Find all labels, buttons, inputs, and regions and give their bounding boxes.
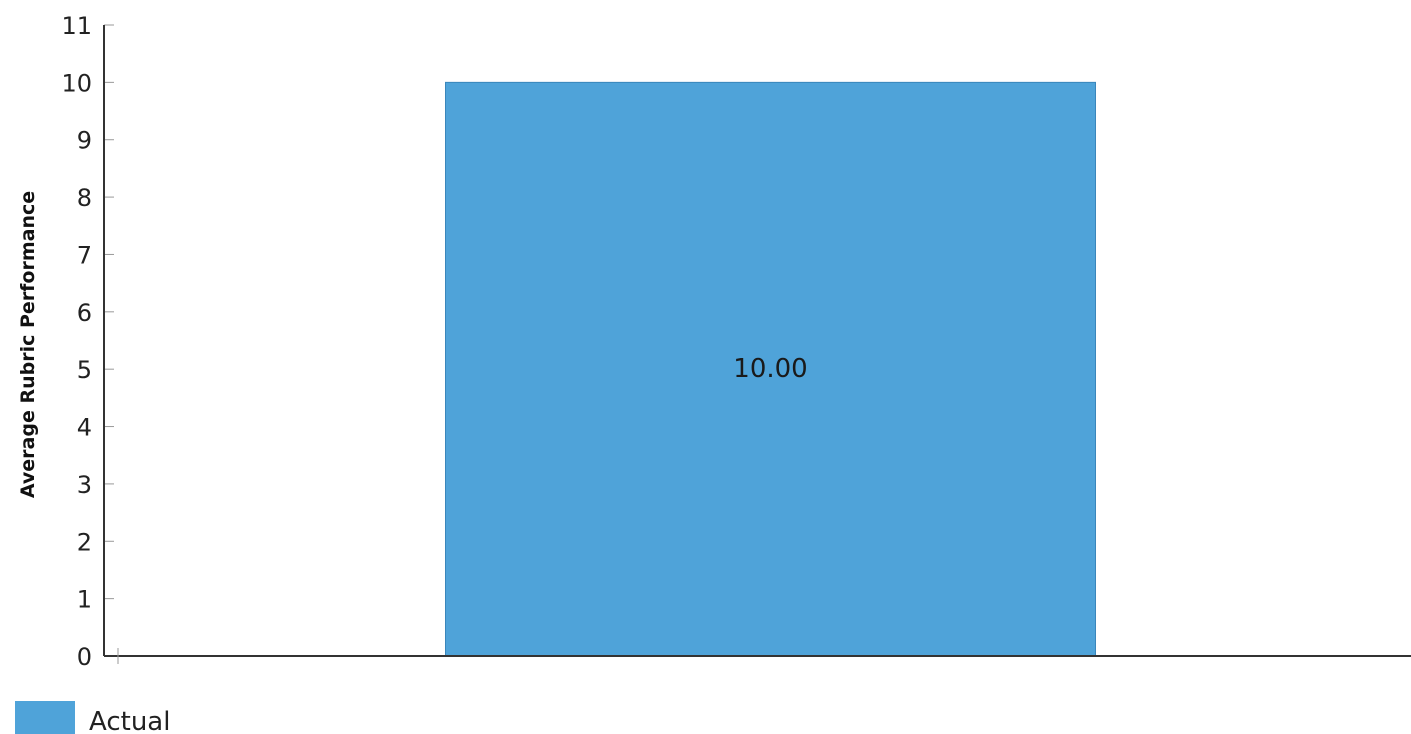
y-tick-label: 7	[77, 241, 92, 269]
y-tick-label: 3	[77, 471, 92, 499]
y-tick-label: 0	[77, 643, 92, 671]
y-tick-label: 5	[77, 356, 92, 384]
bars: 10.00	[445, 81, 1096, 657]
y-tick-label: 9	[77, 127, 92, 155]
y-axis-ticks: 0 1 2 3 4 5 6 7 8 9 10 11	[61, 12, 114, 671]
bar	[445, 81, 1096, 657]
y-axis-title: Average Rubric Performance	[17, 191, 39, 498]
y-tick-label: 10	[61, 69, 92, 97]
y-tick-label: 1	[77, 586, 92, 614]
y-tick-label: 11	[61, 12, 92, 40]
y-tick-label: 6	[77, 299, 92, 327]
y-tick-label: 8	[77, 184, 92, 212]
legend-label: Actual	[89, 707, 170, 734]
legend: Actual	[15, 701, 170, 734]
bar-data-label: 10.00	[733, 354, 807, 384]
y-tick-label: 4	[77, 414, 92, 442]
legend-swatch	[15, 701, 75, 734]
y-tick-label: 2	[77, 528, 92, 556]
